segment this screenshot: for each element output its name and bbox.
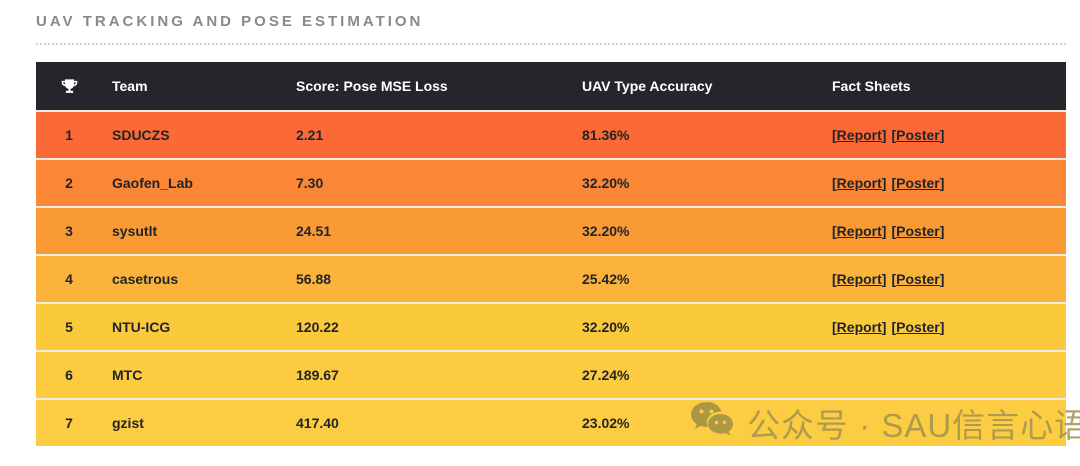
score-cell: 24.51 xyxy=(296,223,332,239)
table-row: 5 NTU-ICG 120.22 32.20% [Report] [Poster] xyxy=(36,302,1066,350)
report-link[interactable]: Report xyxy=(836,271,882,287)
team-cell: sysutlt xyxy=(112,223,158,239)
poster-link[interactable]: Poster xyxy=(896,319,940,335)
rank-cell: 4 xyxy=(65,271,73,287)
fact-sheets-cell: [Report] [Poster] xyxy=(822,175,1066,191)
poster-linkwrap: [Poster] xyxy=(891,223,944,239)
bracket-close: ] xyxy=(881,127,887,143)
rank-column-header xyxy=(36,77,102,95)
bracket-open: [ xyxy=(832,223,837,239)
report-link[interactable]: Report xyxy=(836,127,882,143)
score-cell: 56.88 xyxy=(296,271,332,287)
leaderboard-table: Team Score: Pose MSE Loss UAV Type Accur… xyxy=(36,62,1066,446)
poster-link[interactable]: Poster xyxy=(896,271,940,287)
bracket-open: [ xyxy=(832,175,837,191)
page-content: UAV TRACKING AND POSE ESTIMATION Team Sc… xyxy=(36,13,1066,446)
column-header-fact-sheets: Fact Sheets xyxy=(832,78,911,94)
poster-link[interactable]: Poster xyxy=(896,127,940,143)
poster-linkwrap: [Poster] xyxy=(891,127,944,143)
accuracy-cell: 32.20% xyxy=(582,319,630,335)
accuracy-cell: 32.20% xyxy=(582,223,630,239)
table-row: 1 SDUCZS 2.21 81.36% [Report] [Poster] xyxy=(36,110,1066,158)
accuracy-cell: 25.42% xyxy=(582,271,630,287)
report-linkwrap: [Report] xyxy=(832,127,886,143)
bracket-close: ] xyxy=(939,319,945,335)
report-linkwrap: [Report] xyxy=(832,319,886,335)
rank-cell: 6 xyxy=(65,367,73,383)
column-header-team: Team xyxy=(112,78,148,94)
report-link[interactable]: Report xyxy=(836,175,882,191)
table-row: 3 sysutlt 24.51 32.20% [Report] [Poster] xyxy=(36,206,1066,254)
bracket-close: ] xyxy=(939,175,945,191)
report-link[interactable]: Report xyxy=(836,319,882,335)
table-row: 7 gzist 417.40 23.02% xyxy=(36,398,1066,446)
bracket-open: [ xyxy=(832,319,837,335)
score-cell: 189.67 xyxy=(296,367,339,383)
rank-cell: 7 xyxy=(65,415,73,431)
table-body: 1 SDUCZS 2.21 81.36% [Report] [Poster] 2 Gaofen… xyxy=(36,110,1066,446)
fact-sheets-cell: [Report] [Poster] xyxy=(822,271,1066,287)
score-cell: 417.40 xyxy=(296,415,339,431)
team-cell: MTC xyxy=(112,367,143,383)
bracket-open: [ xyxy=(832,271,837,287)
report-link[interactable]: Report xyxy=(836,223,882,239)
poster-link[interactable]: Poster xyxy=(896,223,940,239)
bracket-close: ] xyxy=(881,223,887,239)
column-header-accuracy: UAV Type Accuracy xyxy=(582,78,713,94)
score-cell: 7.30 xyxy=(296,175,324,191)
accuracy-cell: 32.20% xyxy=(582,175,630,191)
table-row: 4 casetrous 56.88 25.42% [Report] [Poster] xyxy=(36,254,1066,302)
bracket-open: [ xyxy=(891,223,897,239)
trophy-icon xyxy=(61,77,78,93)
bracket-close: ] xyxy=(939,271,945,287)
accuracy-cell: 27.24% xyxy=(582,367,630,383)
fact-sheets-cell: [Report] [Poster] xyxy=(822,319,1066,335)
bracket-open: [ xyxy=(891,271,897,287)
bracket-open: [ xyxy=(891,175,897,191)
table-header-row: Team Score: Pose MSE Loss UAV Type Accur… xyxy=(36,62,1066,110)
report-linkwrap: [Report] xyxy=(832,223,886,239)
team-cell: Gaofen_Lab xyxy=(112,175,193,191)
bracket-open: [ xyxy=(891,319,897,335)
team-cell: SDUCZS xyxy=(112,127,170,143)
accuracy-cell: 23.02% xyxy=(582,415,630,431)
rank-cell: 1 xyxy=(65,127,73,143)
bracket-open: [ xyxy=(832,127,837,143)
title-divider xyxy=(36,43,1066,45)
score-cell: 2.21 xyxy=(296,127,324,143)
table-row: 6 MTC 189.67 27.24% xyxy=(36,350,1066,398)
column-header-score: Score: Pose MSE Loss xyxy=(296,78,448,94)
poster-link[interactable]: Poster xyxy=(896,175,940,191)
team-cell: casetrous xyxy=(112,271,179,287)
poster-linkwrap: [Poster] xyxy=(891,271,944,287)
poster-linkwrap: [Poster] xyxy=(891,175,944,191)
team-cell: NTU-ICG xyxy=(112,319,171,335)
accuracy-cell: 81.36% xyxy=(582,127,630,143)
page-title: UAV TRACKING AND POSE ESTIMATION xyxy=(36,13,424,30)
team-cell: gzist xyxy=(112,415,144,431)
rank-cell: 5 xyxy=(65,319,73,335)
bracket-close: ] xyxy=(881,175,887,191)
bracket-open: [ xyxy=(891,127,897,143)
bracket-close: ] xyxy=(881,271,887,287)
bracket-close: ] xyxy=(939,127,945,143)
fact-sheets-cell: [Report] [Poster] xyxy=(822,127,1066,143)
bracket-close: ] xyxy=(881,319,887,335)
poster-linkwrap: [Poster] xyxy=(891,319,944,335)
table-row: 2 Gaofen_Lab 7.30 32.20% [Report] [Poster] xyxy=(36,158,1066,206)
score-cell: 120.22 xyxy=(296,319,339,335)
report-linkwrap: [Report] xyxy=(832,271,886,287)
rank-cell: 3 xyxy=(65,223,73,239)
rank-cell: 2 xyxy=(65,175,73,191)
bracket-close: ] xyxy=(939,223,945,239)
fact-sheets-cell: [Report] [Poster] xyxy=(822,223,1066,239)
report-linkwrap: [Report] xyxy=(832,175,886,191)
